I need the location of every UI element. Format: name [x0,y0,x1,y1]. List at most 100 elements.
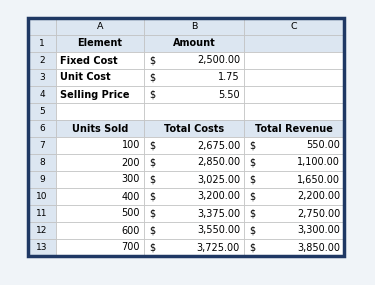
Bar [28,137,56,154]
Bar [144,154,244,171]
Text: 3,550.00: 3,550.00 [197,225,240,235]
Text: 5: 5 [39,107,45,116]
Text: 11: 11 [36,209,48,218]
Text: Fixed Cost: Fixed Cost [60,56,118,66]
Bar [244,137,344,154]
Text: 550.00: 550.00 [306,141,340,150]
Text: 3: 3 [39,73,45,82]
Text: 2,850.00: 2,850.00 [197,158,240,168]
Text: Amount: Amount [172,38,215,48]
Bar [244,86,344,103]
Text: A: A [97,22,103,31]
Bar [56,137,144,154]
Text: 500: 500 [122,209,140,219]
Bar [244,69,344,86]
Text: 3,375.00: 3,375.00 [197,209,240,219]
Text: 8: 8 [39,158,45,167]
Text: 600: 600 [122,225,140,235]
Text: 5.50: 5.50 [218,89,240,99]
Text: 10: 10 [36,192,48,201]
Bar [56,52,144,69]
Bar [56,18,144,35]
Text: $: $ [149,174,155,184]
Bar [244,154,344,171]
Text: $: $ [149,225,155,235]
Bar [144,35,244,52]
Text: 200: 200 [122,158,140,168]
Bar [144,120,244,137]
Text: Total Revenue: Total Revenue [255,123,333,133]
Text: 1: 1 [39,39,45,48]
Bar [244,35,344,52]
Text: 7: 7 [39,141,45,150]
Text: 1,650.00: 1,650.00 [297,174,340,184]
Bar [244,120,344,137]
Bar [144,222,244,239]
Text: $: $ [249,225,255,235]
Bar [56,239,144,256]
Text: 4: 4 [39,90,45,99]
Bar [244,171,344,188]
Bar [144,86,244,103]
Bar [56,205,144,222]
Text: Total Costs: Total Costs [164,123,224,133]
Text: 2,675.00: 2,675.00 [197,141,240,150]
Text: $: $ [249,158,255,168]
Bar [28,86,56,103]
Bar [144,103,244,120]
Text: $: $ [149,89,155,99]
Bar [28,188,56,205]
Text: B: B [191,22,197,31]
Text: 13: 13 [36,243,48,252]
Text: $: $ [249,192,255,201]
Text: $: $ [149,56,155,66]
Bar [56,35,144,52]
Bar [28,222,56,239]
Bar [28,171,56,188]
Bar [56,188,144,205]
Bar [28,120,56,137]
Text: 400: 400 [122,192,140,201]
Text: 3,725.00: 3,725.00 [197,243,240,253]
Text: $: $ [249,243,255,253]
Bar [144,171,244,188]
Text: Selling Price: Selling Price [60,89,129,99]
Bar [244,103,344,120]
Bar [244,18,344,35]
Bar [56,222,144,239]
Bar [56,69,144,86]
Bar [144,188,244,205]
Bar [28,205,56,222]
Text: 1.75: 1.75 [218,72,240,82]
Text: 3,025.00: 3,025.00 [197,174,240,184]
Text: 2: 2 [39,56,45,65]
Text: 3,850.00: 3,850.00 [297,243,340,253]
Bar [28,18,344,256]
Bar [28,239,56,256]
Text: 1,100.00: 1,100.00 [297,158,340,168]
Bar [144,52,244,69]
Bar [244,239,344,256]
Bar [244,222,344,239]
Text: $: $ [149,209,155,219]
Text: 12: 12 [36,226,48,235]
Text: 9: 9 [39,175,45,184]
Text: 6: 6 [39,124,45,133]
Text: $: $ [149,72,155,82]
Text: Unit Cost: Unit Cost [60,72,111,82]
Text: 100: 100 [122,141,140,150]
Text: 3,300.00: 3,300.00 [297,225,340,235]
Text: 2,750.00: 2,750.00 [297,209,340,219]
Bar [144,18,244,35]
Text: 700: 700 [122,243,140,253]
Bar [244,52,344,69]
Text: C: C [291,22,297,31]
Bar [28,154,56,171]
Bar [144,137,244,154]
Text: 300: 300 [122,174,140,184]
Text: Element: Element [78,38,123,48]
Bar [28,35,56,52]
Bar [56,86,144,103]
Bar [244,188,344,205]
Text: $: $ [149,192,155,201]
